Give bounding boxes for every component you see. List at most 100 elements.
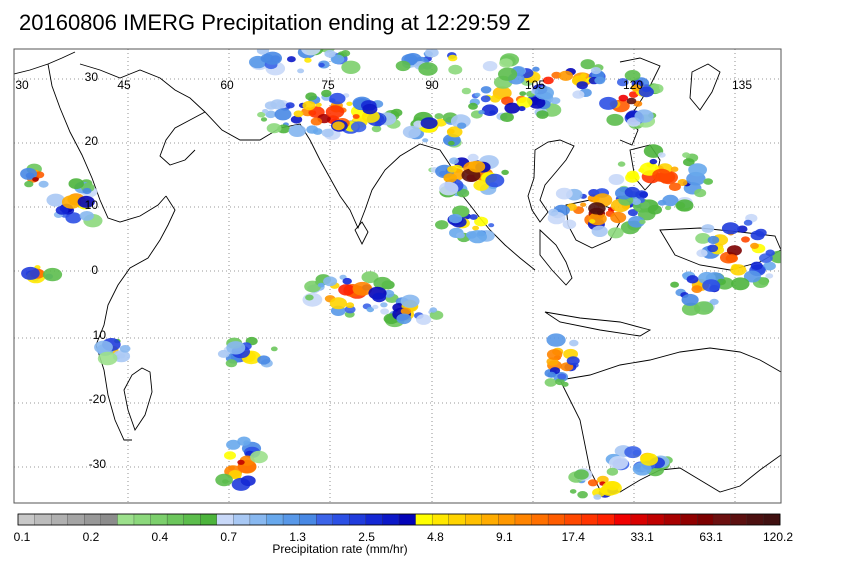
precip-cell: [480, 86, 492, 94]
precip-cell: [448, 140, 455, 146]
precip-cell: [119, 345, 131, 353]
colorbar-swatch: [233, 513, 251, 526]
precip-cell: [707, 244, 719, 253]
colorbar-swatch: [84, 513, 102, 526]
colorbar-swatch: [216, 513, 234, 526]
precip-cell: [226, 341, 246, 355]
precip-cell: [731, 277, 750, 291]
precip-cell: [569, 339, 579, 347]
precip-cell: [380, 302, 388, 308]
precip-cell: [474, 92, 481, 97]
precip-cell: [632, 462, 652, 476]
precip-cell: [741, 236, 750, 243]
precip-cell: [287, 56, 296, 63]
precip-cell: [561, 381, 569, 387]
precip-cell: [290, 115, 303, 124]
colorbar-swatch: [547, 513, 566, 526]
precip-cell: [662, 194, 679, 207]
precip-cell: [260, 117, 268, 122]
precip-cell: [587, 479, 599, 487]
precip-cell: [765, 249, 775, 257]
precip-cell: [597, 475, 609, 484]
precip-cell: [372, 304, 379, 310]
precip-cell: [593, 494, 602, 500]
precip-cell: [305, 92, 317, 101]
precip-cell: [536, 110, 549, 119]
precip-cell: [380, 308, 389, 315]
precip-cell: [215, 473, 233, 487]
precip-cell: [456, 232, 465, 239]
colorbar-swatch: [365, 513, 383, 526]
precip-cell: [618, 94, 629, 102]
precip-cell: [362, 103, 378, 115]
colorbar-swatch: [697, 513, 715, 526]
colorbar-swatch: [117, 513, 135, 526]
lon-label: 30: [15, 78, 29, 92]
precip-cell: [400, 294, 420, 308]
precip-cell: [448, 54, 458, 62]
colorbar-swatch: [614, 513, 632, 526]
precip-cell: [429, 310, 444, 320]
precip-cell: [448, 64, 463, 75]
precip-cell: [323, 276, 338, 287]
lon-label: 60: [220, 78, 234, 92]
precip-cell: [318, 62, 325, 68]
precip-cell: [400, 307, 412, 315]
colorbar-swatch: [266, 513, 284, 526]
precip-cell: [270, 346, 278, 352]
precip-cell: [396, 313, 412, 325]
precip-cell: [263, 51, 282, 65]
precip-cell: [725, 254, 738, 263]
precip-cell: [439, 181, 459, 196]
lon-label: 135: [732, 78, 752, 92]
precip-cell: [606, 113, 624, 126]
precip-cell: [639, 191, 648, 198]
colorbar-swatch: [67, 513, 85, 526]
precip-cell: [617, 78, 629, 87]
precip-cell: [743, 219, 753, 226]
precip-cell: [676, 199, 694, 212]
colorbar-swatch: [316, 513, 334, 526]
colorbar-tick-label: 0.4: [151, 530, 169, 544]
precip-cell: [627, 209, 638, 217]
precip-cell: [302, 100, 316, 111]
precip-cell: [577, 491, 588, 499]
map-frame: [13, 48, 782, 504]
coastline: [354, 221, 369, 246]
lat-label: 10: [93, 328, 107, 342]
colorbar-swatch: [730, 513, 748, 526]
precip-cell: [435, 220, 449, 230]
precip-cell: [681, 293, 699, 306]
precip-cell: [721, 222, 740, 235]
precip-cell: [346, 101, 353, 107]
precip-cell: [572, 90, 585, 99]
colorbar-swatch: [415, 513, 433, 526]
precip-cell: [649, 158, 658, 165]
colorbar-swatch: [498, 513, 516, 526]
precip-cell: [226, 439, 241, 450]
colorbar-swatch: [398, 513, 417, 526]
precip-cell: [329, 98, 336, 103]
coastline: [95, 195, 176, 441]
precip-cell: [456, 188, 470, 198]
precip-cell: [424, 49, 439, 58]
precip-cell: [628, 91, 639, 98]
precip-cell: [701, 224, 715, 233]
colorbar-swatch: [647, 513, 665, 526]
map-title: 20160806 IMERG Precipitation ending at 1…: [19, 10, 531, 35]
precip-cell: [624, 70, 641, 81]
precip-cell: [288, 124, 306, 137]
precip-cell: [77, 195, 95, 208]
longitude-labels: 30 45 60 75 90 105 120 135: [15, 78, 752, 92]
precip-cell: [338, 284, 355, 296]
precip-cell: [457, 122, 467, 129]
precip-cell: [237, 459, 245, 465]
colorbar-swatch: [746, 513, 764, 526]
precip-cell: [709, 298, 719, 305]
precip-cell: [418, 62, 438, 76]
precip-cell: [61, 195, 82, 209]
precip-cell: [562, 219, 577, 230]
precip-cell: [702, 279, 721, 292]
precip-cell: [626, 170, 639, 180]
precip-cell: [274, 108, 292, 121]
